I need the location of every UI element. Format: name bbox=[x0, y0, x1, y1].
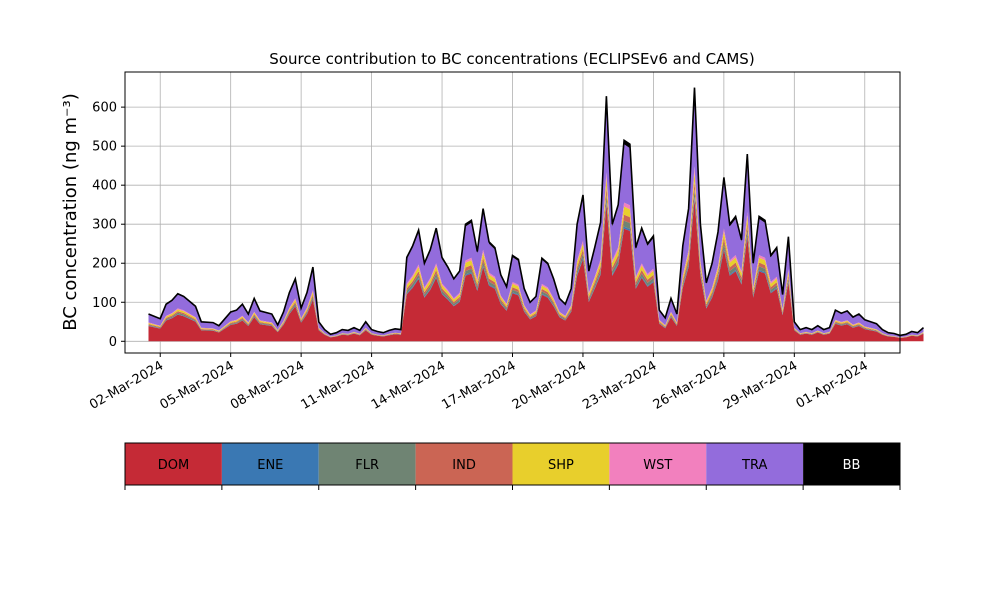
x-tick-label: 01-Apr-2024 bbox=[794, 358, 871, 411]
y-axis-ticks: 0 100 200 300 400 500 600 bbox=[92, 101, 125, 350]
legend-swatch-ind bbox=[415, 443, 513, 485]
y-tick-label: 600 bbox=[92, 101, 117, 116]
x-tick-label: 20-Mar-2024 bbox=[510, 358, 589, 412]
legend-label-wst: WST bbox=[643, 458, 672, 473]
legend-label-shp: SHP bbox=[548, 458, 574, 473]
y-tick-label: 100 bbox=[92, 296, 117, 311]
x-tick-label: 26-Mar-2024 bbox=[651, 358, 730, 412]
legend: DOM ENE FLR IND SHP WST TRA BB bbox=[124, 442, 901, 490]
y-tick-label: 0 bbox=[109, 335, 117, 350]
legend-swatch-shp bbox=[512, 443, 610, 485]
x-tick-label: 23-Mar-2024 bbox=[580, 358, 659, 412]
total-outline bbox=[148, 87, 925, 337]
legend-swatch-tra bbox=[706, 443, 804, 485]
legend-swatch-bb bbox=[803, 443, 900, 485]
legend-swatch-wst bbox=[609, 443, 707, 485]
y-axis-label: BC concentration (ng m⁻³) bbox=[60, 93, 81, 331]
x-tick-label: 02-Mar-2024 bbox=[87, 358, 166, 412]
legend-label-ene: ENE bbox=[257, 458, 283, 473]
chart-title: Source contribution to BC concentrations… bbox=[269, 50, 754, 68]
x-tick-label: 29-Mar-2024 bbox=[721, 358, 800, 412]
legend-swatch-ene bbox=[221, 443, 319, 485]
x-tick-label: 11-Mar-2024 bbox=[298, 358, 377, 412]
legend-label-ind: IND bbox=[452, 458, 476, 473]
legend-label-bb: BB bbox=[843, 458, 861, 473]
legend-label-tra: TRA bbox=[741, 458, 767, 473]
legend-swatch-dom bbox=[125, 443, 222, 485]
y-tick-label: 400 bbox=[92, 179, 117, 194]
x-tick-label: 08-Mar-2024 bbox=[228, 358, 307, 412]
area-tra bbox=[148, 92, 924, 338]
area-dom bbox=[148, 199, 924, 342]
legend-swatch-flr bbox=[318, 443, 416, 485]
stacked-areas bbox=[148, 87, 924, 342]
y-tick-label: 500 bbox=[92, 140, 117, 155]
x-tick-label: 17-Mar-2024 bbox=[439, 358, 518, 412]
legend-label-flr: FLR bbox=[355, 458, 379, 473]
x-tick-label: 05-Mar-2024 bbox=[158, 358, 237, 412]
legend-label-dom: DOM bbox=[158, 458, 189, 473]
y-tick-label: 200 bbox=[92, 257, 117, 272]
x-axis-ticks: 02-Mar-202405-Mar-202408-Mar-202411-Mar-… bbox=[87, 353, 871, 413]
y-tick-label: 300 bbox=[92, 218, 117, 233]
x-tick-label: 14-Mar-2024 bbox=[369, 358, 448, 412]
